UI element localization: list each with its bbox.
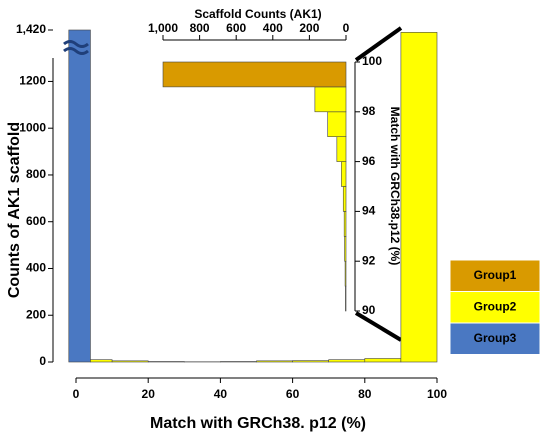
bar <box>364 358 402 363</box>
x-tick-label: 80 <box>358 387 372 401</box>
bar <box>344 236 347 262</box>
legend-label: Group1 <box>474 268 517 282</box>
y-tick-label: 90 <box>362 303 376 317</box>
x-tick-label: 20 <box>142 387 156 401</box>
y-tick-label: 0 <box>39 354 46 368</box>
bar <box>256 360 293 363</box>
axis-break <box>63 40 89 55</box>
zoom-line <box>354 311 403 342</box>
x-tick-label: 200 <box>299 21 319 35</box>
bar <box>400 32 438 363</box>
bar <box>341 161 347 187</box>
bar <box>336 136 347 162</box>
x-tick-label: 0 <box>73 387 80 401</box>
bar <box>343 211 347 237</box>
y-tick-label: 1,420 <box>16 22 46 36</box>
y-tick-label: 600 <box>26 214 46 228</box>
y-tick-label: 400 <box>26 261 46 275</box>
y-tick-label: 96 <box>362 154 376 168</box>
bar <box>68 29 91 363</box>
x-tick-label: 100 <box>427 387 447 401</box>
legend-swatch <box>449 259 541 292</box>
bar <box>111 360 149 363</box>
bar <box>90 359 113 363</box>
bar <box>292 360 330 363</box>
y-axis-label: Counts of AK1 scaffold <box>6 122 23 298</box>
y-tick-label: 94 <box>362 204 376 218</box>
y-tick-label: 1000 <box>19 120 46 134</box>
legend-swatch <box>449 322 541 355</box>
legend-label: Group2 <box>474 300 517 314</box>
y-tick-label: 98 <box>362 104 376 118</box>
y-tick-label: 1200 <box>19 74 46 88</box>
bar <box>345 285 347 312</box>
inset-title: Scaffold Counts (AK1) <box>194 7 321 21</box>
bar <box>344 260 347 287</box>
inset-y-label: Match with GRCh38.p12 (%) <box>388 107 402 266</box>
x-tick-label: 60 <box>286 387 300 401</box>
x-tick-label: 0 <box>343 21 350 35</box>
x-tick-label: 600 <box>226 21 246 35</box>
y-tick-label: 92 <box>362 253 376 267</box>
x-tick-label: 40 <box>214 387 228 401</box>
y-tick-label: 200 <box>26 307 46 321</box>
legend-label: Group3 <box>474 331 517 345</box>
x-tick-label: 1,000 <box>148 21 178 35</box>
y-tick-label: 100 <box>362 54 382 68</box>
zoom-line <box>354 26 403 62</box>
bar <box>162 61 347 88</box>
x-axis-label: Match with GRCh38. p12 (%) <box>150 415 366 432</box>
y-tick-label: 800 <box>26 167 46 181</box>
x-tick-label: 800 <box>190 21 210 35</box>
x-tick-label: 400 <box>263 21 283 35</box>
legend-swatch <box>449 291 541 324</box>
bar <box>342 186 347 212</box>
bar <box>328 359 366 363</box>
bar <box>314 86 347 113</box>
bar <box>327 111 347 138</box>
